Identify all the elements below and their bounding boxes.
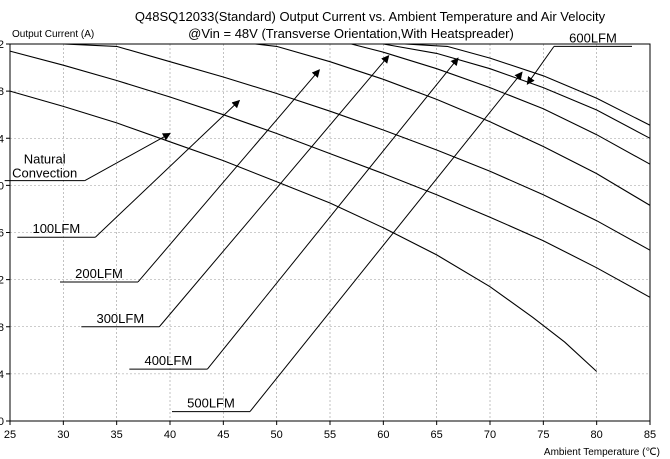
annotation-label: 600LFM	[569, 30, 617, 45]
annotation-label: 100LFM	[32, 221, 80, 236]
x-tick-label: 40	[164, 429, 176, 441]
x-tick-label: 45	[217, 429, 229, 441]
x-tick-label: 30	[57, 429, 69, 441]
annotation-arrow	[158, 55, 390, 328]
x-tick-label: 75	[537, 429, 549, 441]
series-line-1	[9, 50, 651, 298]
x-tick-label: 50	[271, 429, 283, 441]
annotation-label: 400LFM	[144, 353, 192, 368]
x-tick-label: 60	[377, 429, 389, 441]
annotation-arrow	[206, 57, 459, 370]
annotation-label: 200LFM	[75, 266, 123, 281]
tick-group: 25 30 35 40 45 50 55 60 65 70 75 80 85 0 4 8 12 16 20 24 28 3…	[0, 39, 656, 441]
y-tick-label: 16	[0, 228, 4, 240]
annotation-arrow	[526, 46, 555, 85]
y-tick-label: 4	[0, 369, 4, 381]
chart-title-line2: @Vin = 48V (Transverse Orientation,With …	[188, 26, 514, 41]
annotation-arrow	[137, 69, 320, 283]
x-tick-label: 85	[644, 429, 656, 441]
x-tick-label: 35	[111, 429, 123, 441]
y-tick-label: 0	[0, 416, 4, 428]
plot-frame	[9, 43, 651, 422]
grid	[10, 44, 650, 421]
x-tick-label: 70	[484, 429, 496, 441]
y-tick-label: 8	[0, 322, 4, 334]
series-line-2	[10, 43, 651, 251]
y-tick-label: 32	[0, 39, 4, 51]
annotation-arrow	[84, 133, 171, 182]
annotation-label: 300LFM	[96, 311, 144, 326]
y-tick-label: 12	[0, 275, 4, 287]
annotation-arrow	[94, 99, 241, 238]
x-tick-label: 65	[431, 429, 443, 441]
x-axis-label: Ambient Temperature (℃)	[544, 447, 660, 458]
series-line-0	[9, 90, 598, 372]
annotation-label: 500LFM	[187, 396, 235, 411]
x-tick-label: 25	[4, 429, 16, 441]
y-tick-label: 28	[0, 86, 4, 98]
y-axis-label: Output Current (A)	[12, 29, 94, 40]
y-tick-label: 20	[0, 180, 4, 192]
annotation-label: Convection	[12, 166, 77, 181]
chart-title-line1: Q48SQ12033(Standard) Output Current vs. …	[135, 9, 606, 24]
x-tick-label: 55	[324, 429, 336, 441]
y-tick-label: 24	[0, 133, 4, 145]
x-tick-label: 80	[591, 429, 603, 441]
annotation-label: Natural	[24, 152, 66, 167]
annotation-arrow	[249, 71, 523, 412]
